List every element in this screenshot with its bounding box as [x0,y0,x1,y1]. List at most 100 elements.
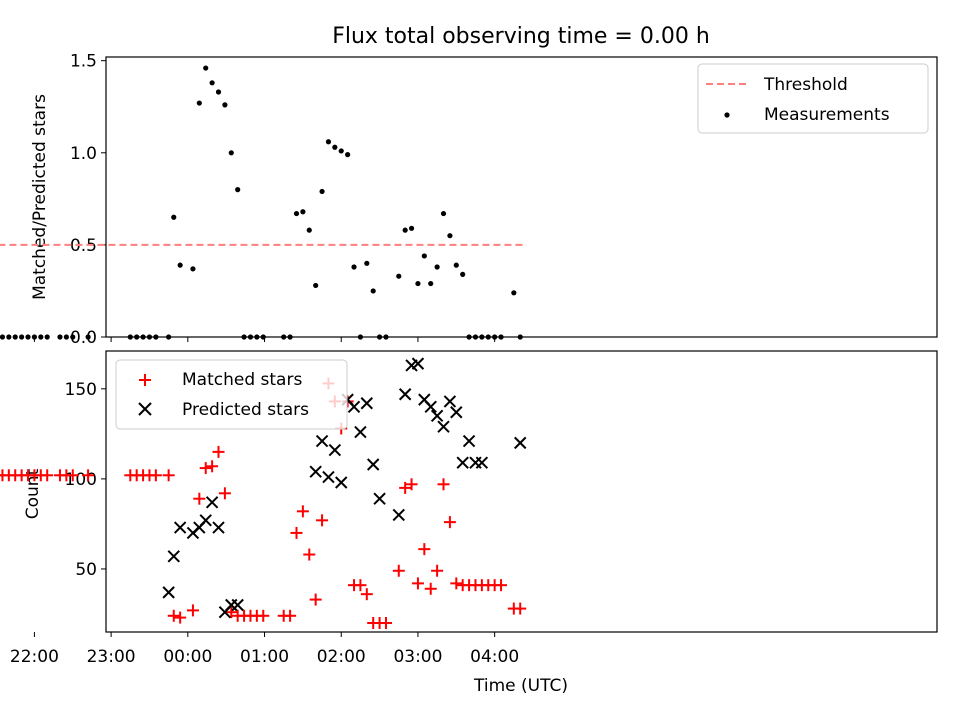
measurement-point [38,334,44,340]
x-axis-label: Time (UTC) [473,676,568,696]
measurement-point [215,89,222,95]
measurement-point [313,282,319,289]
x-tick-label: 01:00 [240,647,289,667]
bottom-legend: Matched stars Predicted stars [115,359,348,430]
predicted-star-point [173,521,187,534]
bottom-plot-area [0,357,527,629]
predicted-star-point [462,434,476,448]
bottom-y-ticks: 50 100 150 [65,380,106,580]
predicted-star-point [335,476,348,489]
bottom-axes-frame [105,350,938,633]
matched-star-point [206,460,219,473]
bottom-y-tick-label: 100 [65,470,97,490]
measurement-point [25,334,31,340]
measurement-point [345,152,351,158]
matched-star-point [309,593,322,606]
measurement-point [370,288,376,294]
matched-star-point [316,514,329,527]
top-legend-box [697,63,929,134]
measurement-point [293,210,300,217]
matched-star-point [431,564,444,577]
matched-star-point [392,564,405,577]
measurement-point [434,264,440,270]
measurement-point [63,334,69,340]
measurement-point [415,280,421,287]
measurement-point [6,334,12,340]
measurement-point [447,233,453,239]
matched-star-point [443,516,456,529]
matched-star-point [354,579,367,592]
measurement-point [440,210,447,217]
measurement-point [171,214,177,220]
predicted-star-point [514,436,527,450]
matched-star-point [257,609,270,622]
top-legend: Threshold Measurements [697,63,929,134]
predicted-star-point [315,434,329,448]
predicted-star-point [322,470,335,484]
matched-star-point [303,548,316,561]
matched-star-point [186,604,199,617]
threshold-legend-label: Threshold [763,75,848,95]
matched-star-point [225,606,238,619]
measurement-point [396,273,402,279]
matched-star-point [450,577,463,590]
matched-star-point [399,481,412,494]
matched-star-point [82,469,95,482]
predicted-star-point [443,395,457,408]
measurement-point [408,225,415,231]
measurement-point [338,148,344,154]
measurement-point [222,102,228,108]
measurement-point [203,65,209,71]
top-axes-frame [105,56,938,338]
predicted-star-point [167,550,180,563]
matched-star-point [284,609,297,622]
measurement-point [332,144,338,150]
predicted-star-point [309,465,322,478]
x-tick-label: 00:00 [163,647,212,667]
measurement-point [402,227,408,233]
matched-star-point [405,478,418,491]
matched-star-point [495,579,508,592]
predicted-star-point [398,388,412,401]
measurement-point [19,334,25,340]
predicted-star-point [392,508,405,522]
matched-legend-swatch [139,374,151,386]
predicted-star-point [424,400,437,414]
matched-star-point [199,462,212,475]
measurement-point [428,280,434,287]
top-y-ticks: 0.0 0.5 1.0 1.5 [70,52,106,348]
top-y-tick-label: 0.0 [70,328,97,348]
predicted-star-point [231,598,244,612]
predicted-star-point [411,357,425,370]
x-tick-label: 04:00 [470,647,519,667]
matched-star-point [411,577,424,590]
matched-star-point [379,616,392,629]
bottom-legend-box [115,359,348,430]
matched-star-point [41,469,54,482]
measurements-legend-label: Measurements [764,105,890,125]
predicted-star-point [162,586,175,599]
matched-star-point [514,602,527,615]
matched-star-point [193,492,206,505]
chart-title: Flux total observing time = 0.00 h [332,24,710,49]
measurement-point [228,150,234,156]
matched-star-point [162,469,175,482]
measurement-point [12,334,18,340]
measurement-point [306,227,312,233]
measurement-point [177,262,183,268]
matched-star-point [296,505,309,518]
measurement-point [351,264,357,270]
matched-star-point [174,611,187,624]
x-tick-label: 22:00 [10,647,59,667]
measurement-point [453,262,459,268]
predicted-star-point [360,397,374,410]
bottom-y-tick-label: 50 [75,560,97,580]
matched-star-point [290,526,303,539]
predicted-star-point [430,409,444,423]
bottom-x-ticks: 19:0020:0021:0022:0023:0000:0001:0002:00… [10,632,519,667]
matched-star-point [418,543,431,556]
bottom-y-tick-label: 150 [65,380,97,400]
top-y-tick-label: 0.5 [70,236,97,256]
